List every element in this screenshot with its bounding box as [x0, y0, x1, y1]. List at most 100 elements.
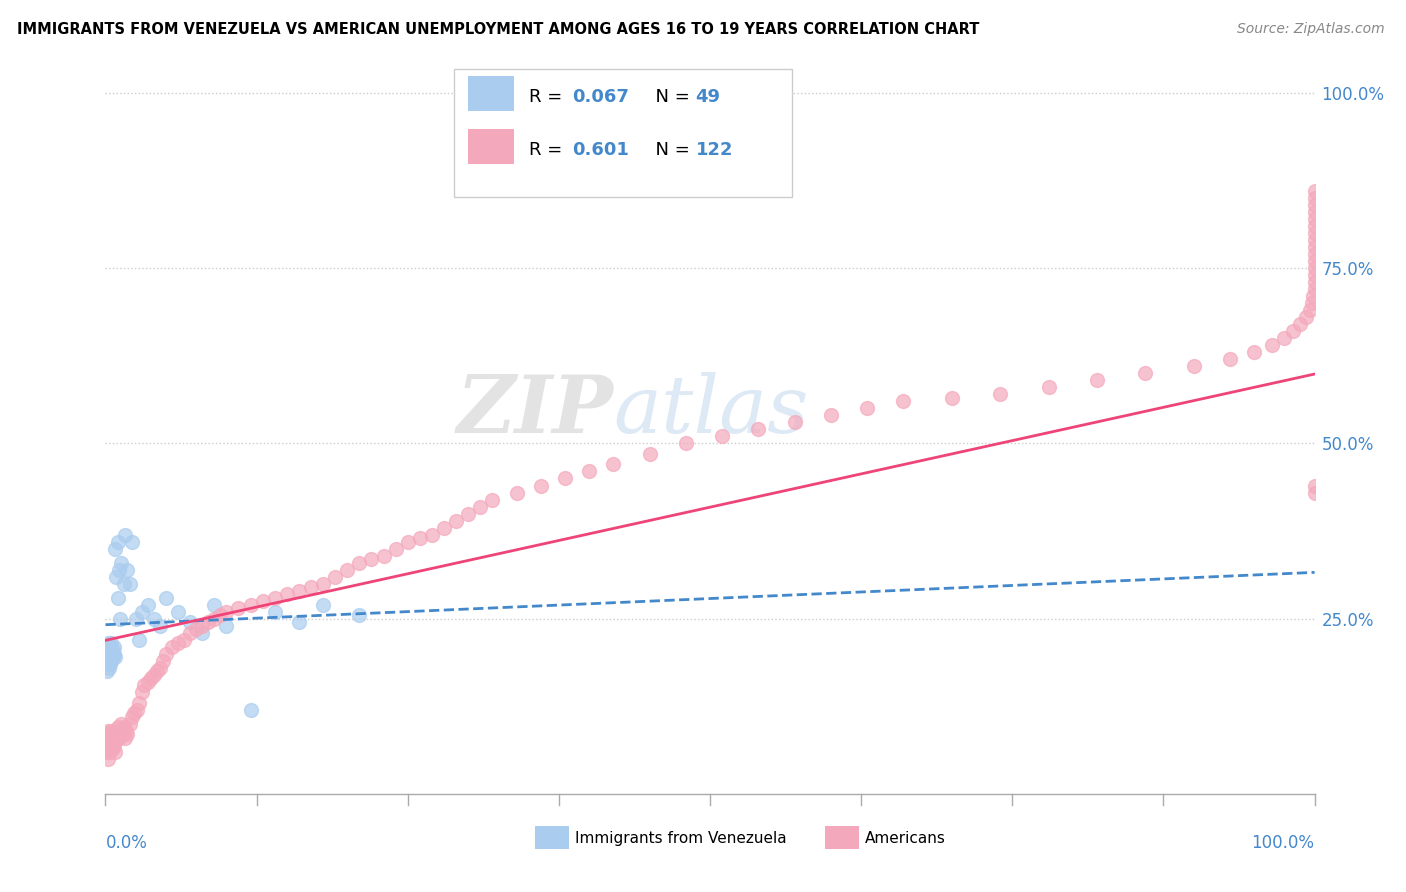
Point [105, 731, 128, 745]
Point [239, 598, 262, 612]
Point [121, 534, 143, 549]
Point [1295, 310, 1317, 325]
Point [263, 591, 285, 605]
Point [131, 605, 153, 619]
Point [444, 514, 467, 528]
Point [312, 576, 335, 591]
Point [136, 598, 159, 612]
Point [112, 576, 135, 591]
Point [104, 650, 127, 665]
Text: 100.0%: 100.0% [1251, 834, 1315, 853]
Point [125, 703, 148, 717]
Point [349, 556, 371, 570]
Point [1274, 331, 1296, 345]
Point [1261, 338, 1284, 352]
Point [112, 720, 135, 734]
Point [1303, 191, 1326, 205]
Point [530, 478, 553, 492]
Point [1303, 275, 1326, 289]
Text: R =: R = [529, 87, 568, 105]
Point [470, 500, 492, 514]
Point [121, 710, 143, 724]
Point [142, 667, 165, 681]
Point [142, 612, 165, 626]
Point [98, 727, 121, 741]
Point [107, 731, 129, 745]
Point [1299, 303, 1322, 318]
Point [114, 527, 136, 541]
Point [1303, 485, 1326, 500]
Point [215, 605, 238, 619]
Point [152, 654, 174, 668]
Point [98, 640, 121, 654]
Point [409, 531, 432, 545]
Point [155, 591, 177, 605]
Point [179, 625, 201, 640]
Point [98, 650, 121, 665]
Point [1135, 367, 1157, 381]
Point [110, 556, 132, 570]
Point [173, 632, 195, 647]
Point [1289, 318, 1312, 332]
Point [128, 696, 150, 710]
Point [1303, 254, 1326, 268]
Text: 0.0%: 0.0% [105, 834, 148, 853]
Text: Immigrants from Venezuela: Immigrants from Venezuela [575, 830, 786, 846]
Point [1303, 219, 1326, 234]
Point [1038, 380, 1060, 394]
Point [98, 738, 121, 752]
Point [239, 703, 262, 717]
Point [115, 563, 138, 577]
Point [105, 569, 128, 583]
Point [1219, 352, 1241, 367]
Point [988, 387, 1011, 401]
Point [98, 643, 121, 657]
Point [128, 632, 150, 647]
Point [124, 612, 148, 626]
Point [96, 745, 118, 759]
Point [209, 608, 232, 623]
Point [856, 401, 879, 416]
FancyBboxPatch shape [825, 825, 859, 849]
Point [104, 745, 127, 759]
Point [101, 643, 124, 657]
Point [1303, 184, 1326, 198]
Point [1303, 226, 1326, 240]
Point [98, 745, 121, 759]
Point [893, 394, 915, 409]
Point [149, 661, 172, 675]
Point [360, 552, 382, 566]
Point [1301, 296, 1323, 310]
Point [554, 471, 576, 485]
Text: atlas: atlas [613, 373, 808, 450]
Point [711, 429, 734, 443]
Point [1303, 233, 1326, 247]
Point [215, 618, 238, 632]
Point [100, 723, 122, 738]
Point [101, 731, 124, 745]
Point [100, 734, 122, 748]
Point [1303, 212, 1326, 227]
Point [638, 447, 661, 461]
Point [107, 591, 129, 605]
Point [149, 618, 172, 632]
Point [115, 723, 138, 738]
Point [323, 569, 346, 583]
Point [97, 752, 120, 766]
Point [941, 391, 963, 405]
Point [97, 647, 120, 661]
Point [675, 436, 697, 450]
Point [96, 657, 118, 672]
Point [103, 640, 125, 654]
Point [197, 615, 219, 630]
Point [186, 622, 208, 636]
Point [107, 727, 129, 741]
Point [433, 520, 456, 534]
Point [167, 636, 190, 650]
Point [191, 618, 214, 632]
Point [252, 594, 274, 608]
Text: ZIP: ZIP [457, 373, 613, 450]
Point [228, 601, 250, 615]
Point [108, 723, 131, 738]
Point [114, 731, 136, 745]
